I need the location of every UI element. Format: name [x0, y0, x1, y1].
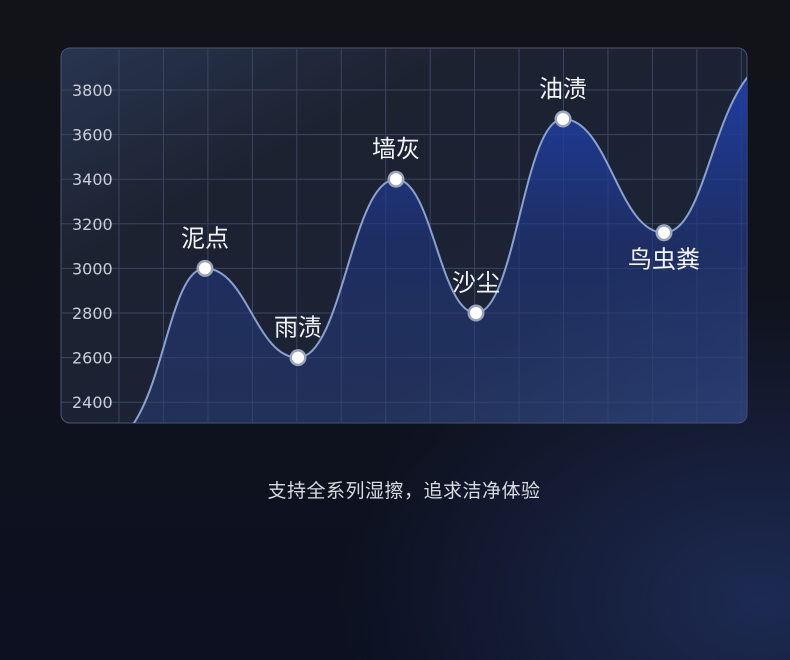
point-label: 墙灰: [372, 135, 420, 163]
y-tick-label: 2800: [72, 304, 113, 323]
caption: 支持全系列湿擦，追求洁净体验: [267, 480, 541, 502]
point-label: 泥点: [181, 224, 229, 252]
data-point: 沙尘: [452, 269, 500, 322]
y-tick-label: 3600: [72, 126, 113, 145]
point-label: 油渍: [539, 75, 587, 103]
area-fill: [133, 76, 747, 423]
point-marker: [199, 262, 211, 275]
point-label: 雨渍: [274, 314, 322, 342]
point-marker: [470, 307, 482, 319]
y-tick-label: 3800: [72, 81, 113, 100]
data-point: 墙灰: [372, 135, 420, 188]
point-marker: [390, 173, 402, 186]
point-label: 沙尘: [452, 269, 500, 297]
y-tick-label: 3000: [72, 259, 113, 278]
data-point: 鸟虫粪: [628, 224, 700, 274]
point-label: 鸟虫粪: [628, 246, 700, 274]
series-line: [132, 75, 747, 423]
y-tick-label: 2400: [72, 393, 113, 412]
y-tick-label: 3400: [72, 170, 113, 189]
y-tick-label: 2600: [72, 349, 113, 368]
data-point: 泥点: [181, 224, 229, 277]
point-marker: [658, 226, 670, 239]
data-point: 油渍: [539, 75, 587, 128]
y-tick-label: 3200: [72, 215, 113, 234]
point-marker: [292, 351, 304, 364]
data-point: 雨渍: [274, 314, 322, 367]
point-marker: [557, 112, 569, 125]
